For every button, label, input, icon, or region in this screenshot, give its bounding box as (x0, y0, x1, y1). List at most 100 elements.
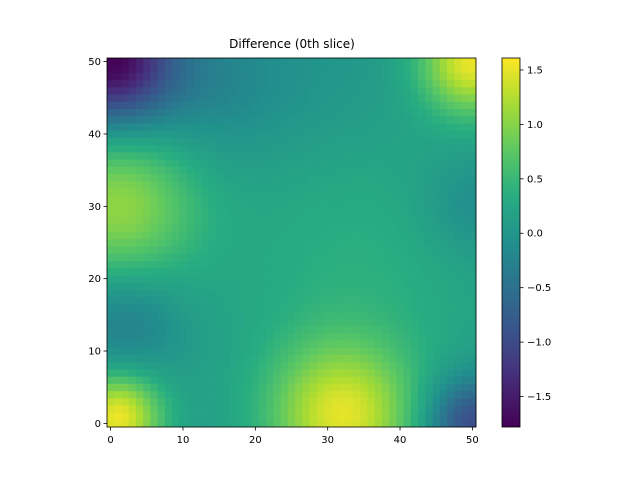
heatmap-cell (186, 152, 195, 160)
heatmap-cell (454, 325, 462, 334)
heatmap-cell (353, 181, 361, 189)
heatmap-cell (331, 123, 339, 131)
heatmap-cell (309, 130, 318, 138)
heatmap-cell (280, 224, 289, 232)
heatmap-cell (179, 405, 187, 413)
heatmap-cell (367, 188, 376, 196)
heatmap-cell (121, 347, 130, 355)
heatmap-cell (447, 209, 455, 218)
heatmap-cell (374, 173, 383, 182)
heatmap-cell (193, 376, 202, 384)
heatmap-cell (410, 246, 419, 254)
heatmap-cell (244, 224, 253, 232)
heatmap-cell (208, 398, 216, 406)
heatmap-cell (468, 202, 477, 211)
heatmap-cell (237, 173, 245, 182)
heatmap-cell (273, 361, 281, 370)
heatmap-cell (237, 347, 245, 355)
heatmap-cell (468, 173, 477, 182)
heatmap-cell (230, 318, 238, 327)
heatmap-cell (287, 311, 296, 319)
x-tick-label: 50 (466, 435, 479, 446)
heatmap-cell (461, 115, 470, 124)
heatmap-cell (266, 144, 274, 153)
heatmap-cell (353, 188, 361, 196)
heatmap-cell (150, 217, 158, 225)
heatmap-cell (273, 246, 281, 254)
heatmap-cell (418, 224, 426, 232)
heatmap-cell (418, 311, 426, 319)
heatmap-cell (150, 202, 158, 211)
heatmap-cell (121, 94, 130, 102)
heatmap-cell (439, 173, 448, 182)
heatmap-cell (324, 246, 332, 254)
heatmap-cell (201, 181, 209, 189)
heatmap-cell (338, 166, 347, 175)
heatmap-cell (251, 58, 260, 66)
heatmap-cell (418, 267, 426, 276)
heatmap-cell (468, 144, 477, 153)
heatmap-cell (186, 137, 195, 146)
heatmap-cell (418, 79, 426, 88)
heatmap-cell (410, 405, 419, 413)
heatmap-cell (179, 419, 187, 428)
heatmap-cell (287, 354, 296, 363)
heatmap-cell (201, 79, 209, 88)
heatmap-cell (114, 296, 122, 305)
heatmap-cell (396, 340, 404, 348)
heatmap-cell (287, 123, 296, 131)
heatmap-cell (222, 101, 231, 109)
heatmap-cell (331, 260, 339, 269)
heatmap-cell (121, 130, 130, 138)
heatmap-cell (201, 94, 209, 102)
heatmap-cell (121, 419, 130, 428)
heatmap-cell (266, 101, 274, 109)
heatmap-cell (439, 354, 448, 363)
heatmap-cell (280, 130, 289, 138)
heatmap-cell (193, 267, 202, 276)
heatmap-cell (172, 115, 180, 124)
heatmap-cell (179, 65, 187, 73)
heatmap-cell (410, 275, 419, 283)
heatmap-cell (425, 152, 433, 160)
heatmap-cell (179, 369, 187, 377)
heatmap-cell (403, 137, 412, 146)
heatmap-cell (403, 246, 412, 254)
heatmap-cell (121, 86, 130, 95)
heatmap-cell (410, 398, 419, 406)
heatmap-cell (273, 159, 281, 167)
heatmap-cell (280, 340, 289, 348)
heatmap-cell (425, 101, 433, 109)
heatmap-cell (258, 101, 267, 109)
heatmap-cell (353, 405, 361, 413)
heatmap-cell (439, 159, 448, 167)
heatmap-cell (258, 231, 267, 240)
heatmap-cell (324, 217, 332, 225)
heatmap-cell (266, 390, 274, 399)
heatmap-cell (157, 202, 166, 211)
heatmap-cell (143, 181, 151, 189)
heatmap-cell (143, 130, 151, 138)
heatmap-cell (244, 419, 253, 428)
heatmap-cell (418, 238, 426, 247)
heatmap-cells (107, 58, 477, 428)
heatmap-cell (186, 86, 195, 95)
heatmap-cell (461, 238, 470, 247)
heatmap-cell (128, 412, 137, 421)
heatmap-cell (439, 166, 448, 175)
heatmap-cell (309, 181, 318, 189)
heatmap-cell (287, 209, 296, 218)
heatmap-cell (251, 65, 260, 73)
heatmap-cell (266, 332, 274, 341)
heatmap-cell (186, 390, 195, 399)
heatmap-cell (251, 195, 260, 204)
heatmap-cell (121, 115, 130, 124)
heatmap-cell (316, 376, 325, 384)
heatmap-cell (201, 311, 209, 319)
heatmap-cell (374, 405, 383, 413)
heatmap-cell (461, 65, 470, 73)
heatmap-cell (280, 72, 289, 81)
heatmap-cell (222, 296, 231, 305)
heatmap-cell (193, 209, 202, 218)
heatmap-cell (186, 311, 195, 319)
